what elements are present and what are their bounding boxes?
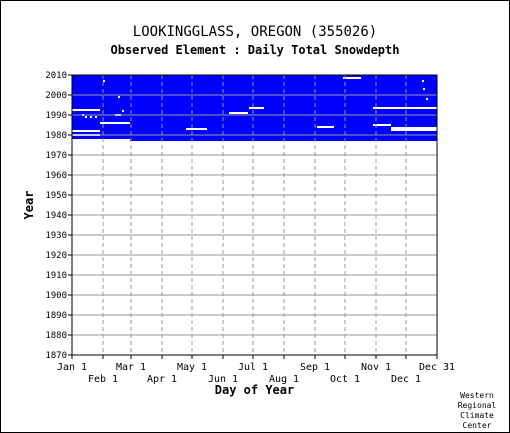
x-tick-label: Dec 31	[419, 362, 455, 373]
credit-line: Regional	[457, 401, 497, 410]
y-tick-label: 1890	[45, 311, 67, 321]
missing-point	[122, 110, 124, 112]
credit-block: Western Regional Climate Center	[452, 391, 502, 431]
y-tick-label: 1940	[45, 211, 67, 221]
x-tick-label: Jan 1	[57, 362, 87, 373]
missing-point	[90, 116, 92, 118]
y-axis-title: Year	[22, 191, 36, 220]
x-tick-label: Feb 1	[88, 374, 118, 385]
missing-point	[85, 116, 87, 118]
chart-subtitle: Observed Element : Daily Total Snowdepth	[110, 43, 400, 57]
chart-title: LOOKINGGLASS, OREGON (355026)	[132, 24, 378, 40]
credit-line: Climate	[460, 411, 494, 420]
missing-point	[118, 96, 120, 98]
credit-line: Center	[462, 421, 492, 430]
credit-line: Western	[460, 391, 494, 400]
missing-point	[95, 116, 97, 118]
y-tick-label: 1880	[45, 331, 67, 341]
y-tick-label: 1950	[45, 191, 67, 201]
y-tick-label: 1900	[45, 291, 67, 301]
missing-point	[103, 80, 105, 82]
y-tick-label: 2000	[45, 91, 67, 101]
missing-point	[426, 98, 428, 100]
y-tick-label: 1910	[45, 271, 67, 281]
y-tick-label: 1990	[45, 111, 67, 121]
x-tick-label: Jul 1	[238, 362, 268, 373]
missing-point	[422, 80, 424, 82]
y-tick-label: 1960	[45, 171, 67, 181]
x-tick-label: Oct 1	[330, 374, 360, 385]
x-tick-label: May 1	[177, 362, 207, 373]
x-tick-label: Nov 1	[361, 362, 391, 373]
x-tick-label: Jun 1	[208, 374, 238, 385]
y-tick-label: 1970	[45, 151, 67, 161]
y-tick-label: 1980	[45, 131, 67, 141]
y-tick-label: 1870	[45, 351, 67, 361]
x-axis-title: Day of Year	[215, 383, 294, 397]
x-tick-label: Apr 1	[147, 374, 177, 385]
y-tick-label: 1920	[45, 251, 67, 261]
x-tick-label: Aug 1	[269, 374, 299, 385]
x-tick-label: Dec 1	[391, 374, 421, 385]
y-tick-label: 1930	[45, 231, 67, 241]
data-block	[72, 75, 130, 139]
missing-point	[423, 88, 425, 90]
x-tick-label: Sep 1	[300, 362, 330, 373]
x-tick-label: Mar 1	[116, 362, 146, 373]
y-tick-label: 2010	[45, 71, 67, 81]
